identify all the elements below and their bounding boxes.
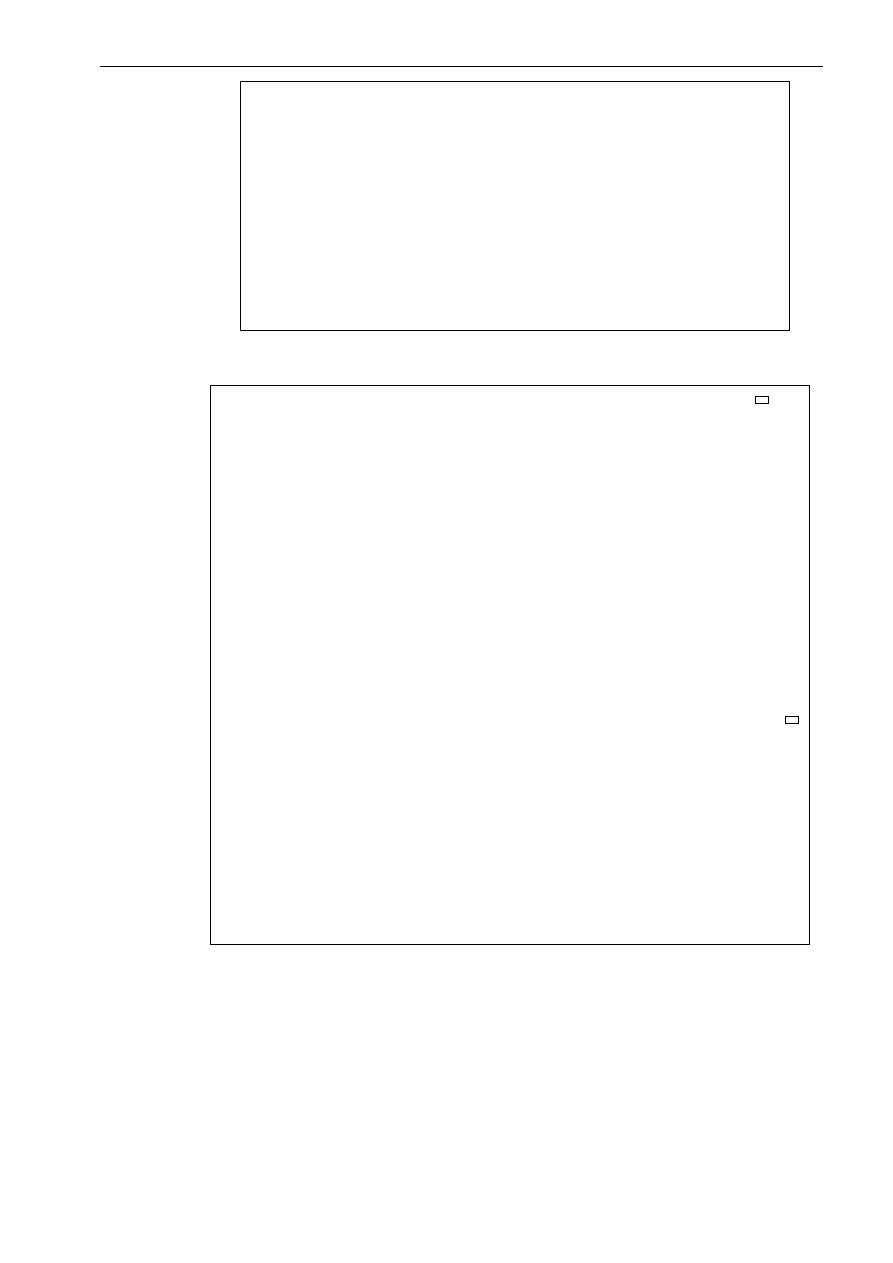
test-assembly-diagram (240, 81, 790, 331)
legend-mid (785, 716, 799, 724)
header-rule (100, 66, 823, 67)
legend-top (755, 396, 769, 404)
chart-plot-area (210, 385, 810, 945)
chart-container (140, 365, 820, 975)
chart-svg (211, 386, 811, 946)
diagram-svg (241, 82, 791, 332)
